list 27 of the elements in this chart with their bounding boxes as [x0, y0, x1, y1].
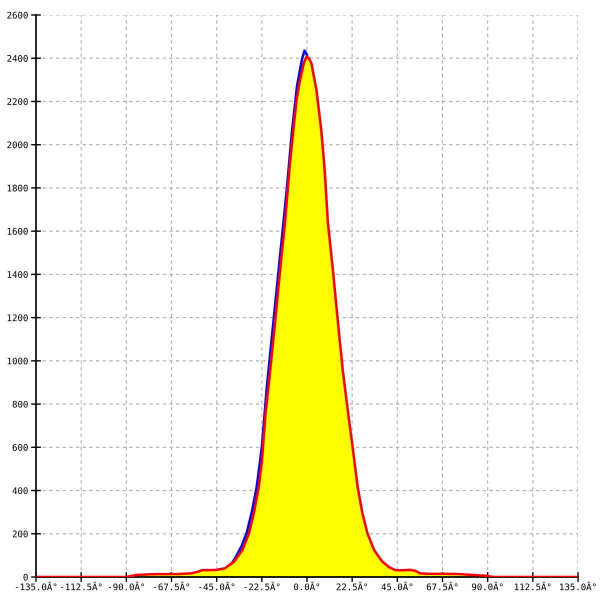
- x-tick-label: 22.5Â°: [336, 582, 368, 590]
- y-tick-label: 2000: [7, 141, 28, 148]
- x-tick-label: 67.5Â°: [426, 582, 458, 590]
- y-tick-label: 200: [12, 530, 28, 538]
- y-tick-label: 0: [24, 574, 28, 581]
- y-tick-label: 1000: [8, 358, 28, 364]
- x-tick-label: -112.5Â°: [60, 582, 102, 590]
- x-tick-label: -67.5Â°: [154, 582, 190, 590]
- y-tick-label: 400: [12, 487, 28, 494]
- x-tick-label: 45.0Â°: [381, 582, 412, 590]
- y-tick-label: 800: [12, 400, 28, 408]
- x-tick-label: -22.5Â°: [244, 582, 280, 590]
- x-tick-label: 0.0Â°: [294, 582, 320, 590]
- x-tick-label: 90.0Â°: [472, 582, 503, 590]
- x-tick-label: 135.0Â°: [560, 582, 596, 590]
- y-tick-label: 2600: [7, 12, 28, 19]
- y-tick-label: 1800: [8, 184, 28, 192]
- y-tick-label: 1200: [8, 314, 28, 322]
- y-tick-label: 2400: [7, 54, 28, 62]
- x-tick-label: -135.0Â°: [16, 582, 56, 590]
- y-tick-label: 1600: [8, 228, 28, 235]
- x-tick-label: -45.0Â°: [199, 582, 234, 590]
- y-tick-label: 1400: [8, 271, 28, 278]
- y-tick-label: 2200: [7, 98, 28, 106]
- x-tick-label: 112.5Â°: [514, 582, 551, 590]
- y-tick-label: 600: [12, 444, 28, 451]
- x-tick-label: -90.0Â°: [108, 582, 144, 590]
